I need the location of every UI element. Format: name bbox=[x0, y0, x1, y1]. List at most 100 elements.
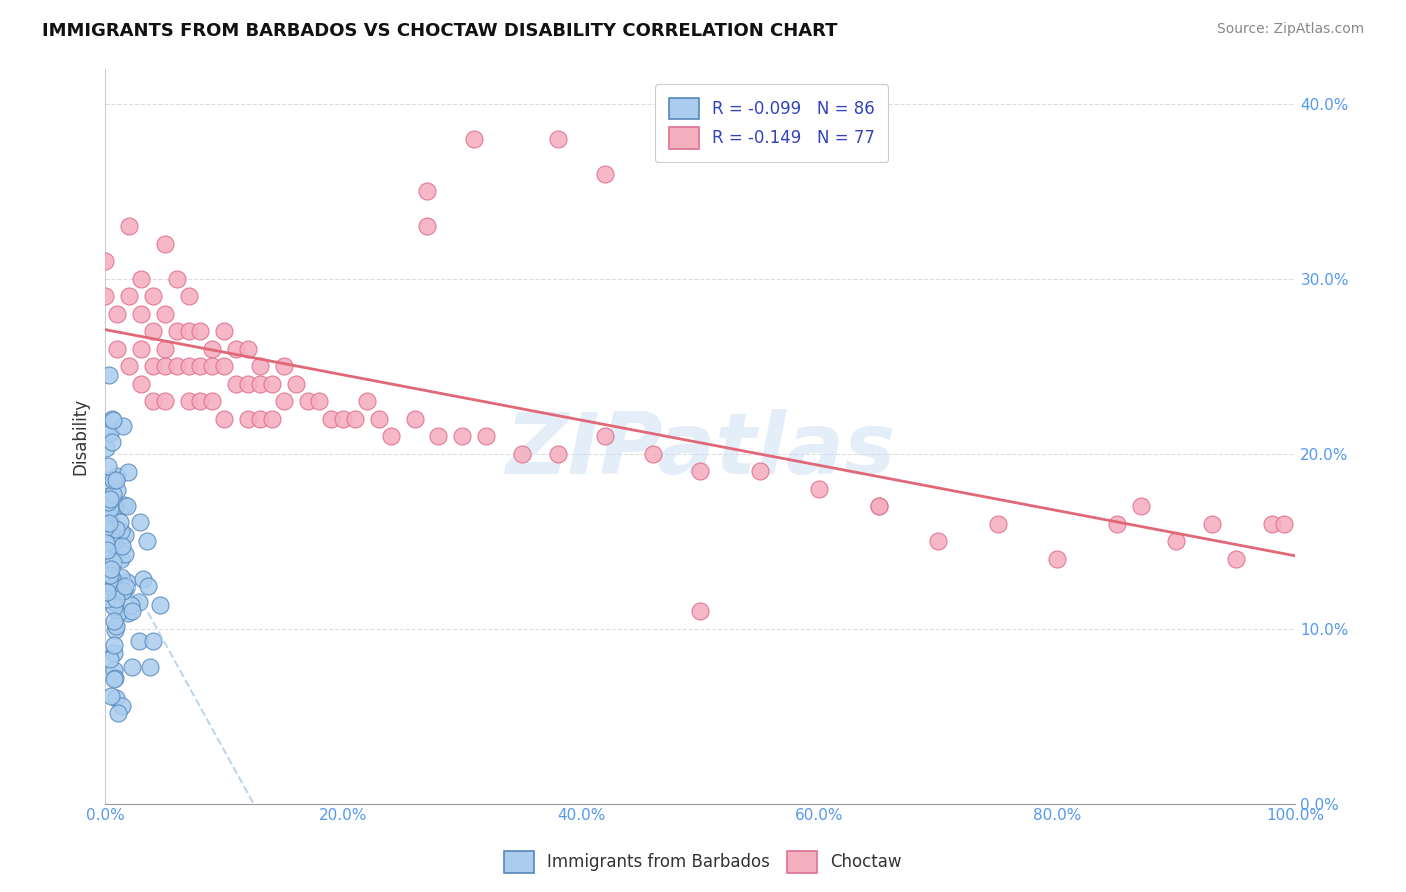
Point bbox=[98, 513, 121, 527]
Point bbox=[117, 465, 139, 479]
Point bbox=[153, 236, 176, 251]
Point bbox=[98, 491, 121, 506]
Point bbox=[927, 534, 949, 549]
Point bbox=[153, 342, 176, 356]
Point bbox=[94, 254, 117, 268]
Point bbox=[105, 307, 128, 321]
Point bbox=[114, 579, 136, 593]
Point bbox=[236, 376, 259, 391]
Point bbox=[112, 418, 135, 433]
Point bbox=[112, 499, 135, 513]
Point bbox=[101, 579, 124, 593]
Point bbox=[100, 568, 122, 582]
Point bbox=[129, 376, 152, 391]
Legend: R = -0.099   N = 86, R = -0.149   N = 77: R = -0.099 N = 86, R = -0.149 N = 77 bbox=[655, 84, 889, 162]
Point bbox=[104, 618, 127, 632]
Point bbox=[121, 660, 143, 674]
Point bbox=[110, 524, 132, 538]
Point bbox=[475, 429, 498, 443]
Point bbox=[100, 412, 122, 426]
Point bbox=[104, 671, 127, 685]
Point bbox=[104, 522, 127, 536]
Point bbox=[212, 411, 235, 425]
Point bbox=[114, 547, 136, 561]
Point bbox=[97, 507, 120, 521]
Point bbox=[177, 394, 200, 409]
Point bbox=[868, 499, 890, 513]
Point bbox=[190, 359, 212, 373]
Point bbox=[249, 376, 271, 391]
Point bbox=[142, 634, 165, 648]
Point bbox=[1105, 516, 1128, 531]
Point bbox=[101, 572, 124, 586]
Point bbox=[96, 425, 118, 440]
Point bbox=[689, 604, 711, 618]
Point bbox=[118, 289, 141, 303]
Point bbox=[547, 131, 569, 145]
Point bbox=[153, 307, 176, 321]
Point bbox=[96, 543, 118, 558]
Point bbox=[201, 359, 224, 373]
Point bbox=[166, 324, 188, 338]
Point bbox=[101, 435, 124, 450]
Point bbox=[1225, 551, 1247, 566]
Point bbox=[100, 562, 122, 576]
Point bbox=[641, 446, 664, 460]
Point bbox=[132, 572, 155, 586]
Point bbox=[135, 534, 157, 549]
Point bbox=[97, 458, 120, 473]
Point bbox=[404, 411, 426, 425]
Point bbox=[1046, 551, 1069, 566]
Point bbox=[1201, 516, 1223, 531]
Point bbox=[104, 474, 127, 488]
Point bbox=[94, 549, 117, 563]
Point bbox=[108, 515, 131, 529]
Legend: Immigrants from Barbados, Choctaw: Immigrants from Barbados, Choctaw bbox=[498, 845, 908, 880]
Point bbox=[100, 533, 122, 547]
Point bbox=[1260, 516, 1282, 531]
Point bbox=[212, 359, 235, 373]
Point bbox=[129, 307, 152, 321]
Text: ZIPatlas: ZIPatlas bbox=[505, 409, 896, 492]
Point bbox=[103, 638, 125, 652]
Point bbox=[593, 429, 616, 443]
Point bbox=[808, 482, 831, 496]
Point bbox=[105, 468, 128, 483]
Point bbox=[97, 494, 120, 508]
Point bbox=[128, 516, 150, 530]
Point bbox=[105, 342, 128, 356]
Point bbox=[103, 663, 125, 677]
Point bbox=[103, 672, 125, 686]
Point bbox=[101, 487, 124, 501]
Point bbox=[128, 634, 150, 648]
Point bbox=[103, 537, 125, 551]
Point bbox=[117, 607, 139, 621]
Point bbox=[110, 552, 132, 566]
Text: Source: ZipAtlas.com: Source: ZipAtlas.com bbox=[1216, 22, 1364, 37]
Point bbox=[103, 614, 125, 628]
Point bbox=[451, 429, 474, 443]
Point bbox=[121, 604, 143, 618]
Point bbox=[153, 359, 176, 373]
Point bbox=[104, 595, 127, 609]
Point bbox=[110, 570, 132, 584]
Point bbox=[225, 376, 247, 391]
Point bbox=[101, 473, 124, 487]
Point bbox=[308, 394, 330, 409]
Point bbox=[101, 555, 124, 569]
Point bbox=[689, 464, 711, 478]
Point bbox=[110, 699, 132, 714]
Point bbox=[142, 289, 165, 303]
Text: IMMIGRANTS FROM BARBADOS VS CHOCTAW DISABILITY CORRELATION CHART: IMMIGRANTS FROM BARBADOS VS CHOCTAW DISA… bbox=[42, 22, 838, 40]
Y-axis label: Disability: Disability bbox=[72, 398, 89, 475]
Point bbox=[297, 394, 319, 409]
Point bbox=[100, 523, 122, 537]
Point bbox=[142, 394, 165, 409]
Point bbox=[249, 359, 271, 373]
Point bbox=[190, 324, 212, 338]
Point bbox=[1166, 534, 1188, 549]
Point bbox=[115, 499, 138, 513]
Point bbox=[103, 600, 125, 615]
Point bbox=[104, 499, 127, 513]
Point bbox=[142, 359, 165, 373]
